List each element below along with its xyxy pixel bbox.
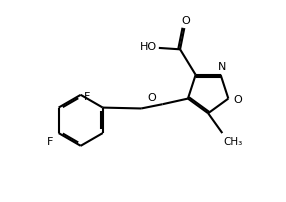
Text: O: O bbox=[233, 94, 242, 104]
Text: O: O bbox=[181, 16, 190, 26]
Text: HO: HO bbox=[140, 42, 156, 52]
Text: N: N bbox=[218, 61, 226, 71]
Text: F: F bbox=[47, 137, 53, 147]
Text: CH₃: CH₃ bbox=[224, 137, 243, 147]
Text: F: F bbox=[84, 92, 90, 102]
Text: O: O bbox=[148, 93, 156, 103]
